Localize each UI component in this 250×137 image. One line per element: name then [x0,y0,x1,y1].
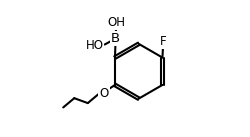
Text: F: F [160,35,166,48]
Text: OH: OH [107,16,125,29]
Text: O: O [100,87,109,100]
Text: B: B [111,32,120,45]
Text: HO: HO [86,39,103,52]
